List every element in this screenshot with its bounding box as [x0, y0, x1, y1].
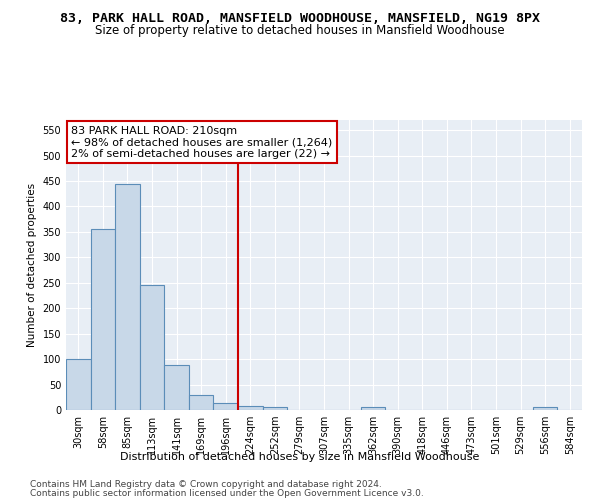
Bar	[164, 365, 189, 410]
Text: Size of property relative to detached houses in Mansfield Woodhouse: Size of property relative to detached ho…	[95, 24, 505, 37]
Bar	[361, 408, 385, 410]
Bar	[263, 408, 287, 410]
Bar	[533, 408, 557, 410]
Bar	[91, 230, 115, 410]
Text: Contains public sector information licensed under the Open Government Licence v3: Contains public sector information licen…	[30, 488, 424, 498]
Bar	[115, 184, 140, 410]
Bar	[214, 404, 238, 410]
Bar	[66, 359, 91, 410]
Text: 83, PARK HALL ROAD, MANSFIELD WOODHOUSE, MANSFIELD, NG19 8PX: 83, PARK HALL ROAD, MANSFIELD WOODHOUSE,…	[60, 12, 540, 26]
Text: Contains HM Land Registry data © Crown copyright and database right 2024.: Contains HM Land Registry data © Crown c…	[30, 480, 382, 489]
Bar	[140, 286, 164, 410]
Text: 83 PARK HALL ROAD: 210sqm
← 98% of detached houses are smaller (1,264)
2% of sem: 83 PARK HALL ROAD: 210sqm ← 98% of detac…	[71, 126, 332, 159]
Y-axis label: Number of detached properties: Number of detached properties	[27, 183, 37, 347]
Bar	[189, 394, 214, 410]
Bar	[238, 406, 263, 410]
Text: Distribution of detached houses by size in Mansfield Woodhouse: Distribution of detached houses by size …	[121, 452, 479, 462]
